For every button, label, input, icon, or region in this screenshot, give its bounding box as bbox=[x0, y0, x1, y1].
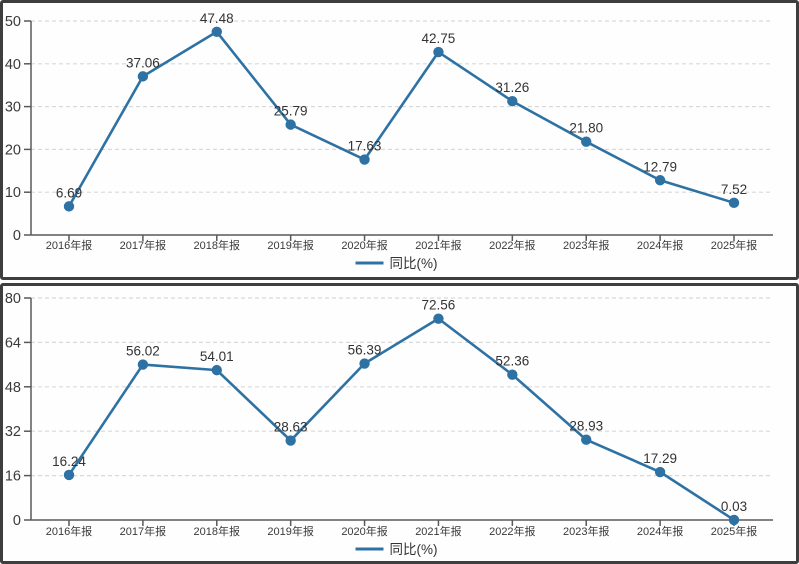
x-tick-label: 2022年报 bbox=[489, 524, 535, 538]
data-point-label: 42.75 bbox=[422, 31, 456, 46]
data-point-marker bbox=[137, 71, 149, 82]
data-point-marker bbox=[433, 313, 444, 324]
x-tick-label: 2016年报 bbox=[46, 238, 92, 252]
yoy-line-chart-top: 0 10 20 30 40 50 2016年报 2017年报 2018年报 2019年报 2020年… bbox=[5, 11, 773, 271]
data-point-marker bbox=[137, 359, 149, 370]
data-point-label: 7.52 bbox=[721, 182, 747, 197]
data-point-marker bbox=[211, 26, 222, 37]
data-point-label: 17.63 bbox=[348, 139, 382, 154]
data-point-label: 56.02 bbox=[126, 344, 160, 359]
x-tick-label: 2023年报 bbox=[563, 524, 609, 538]
data-point-label: 28.93 bbox=[569, 419, 603, 434]
data-point-label: 0.03 bbox=[721, 499, 747, 514]
x-tick-label: 2025年报 bbox=[711, 238, 757, 252]
y-tick-label: 80 bbox=[5, 291, 21, 307]
series-line bbox=[67, 317, 736, 522]
data-point-label: 17.29 bbox=[643, 451, 677, 466]
y-tick-label: 64 bbox=[5, 335, 21, 351]
data-point-marker bbox=[728, 514, 740, 526]
data-point-marker bbox=[581, 136, 592, 147]
data-point-marker bbox=[359, 358, 370, 369]
x-tick-label: 2021年报 bbox=[415, 524, 461, 538]
data-point-marker bbox=[654, 466, 666, 478]
x-tick-label: 2017年报 bbox=[120, 524, 166, 538]
data-point-marker bbox=[211, 364, 222, 376]
y-tick-label: 40 bbox=[5, 57, 21, 73]
x-tick-label: 2023年报 bbox=[563, 238, 609, 252]
data-point-label: 56.39 bbox=[348, 343, 382, 358]
x-tick-label: 2025年报 bbox=[711, 524, 757, 538]
legend[interactable]: 同比(%) bbox=[355, 256, 438, 271]
x-tick-label: 2020年报 bbox=[341, 524, 387, 538]
data-point-marker bbox=[63, 469, 75, 481]
data-point-label: 72.56 bbox=[422, 298, 456, 313]
x-tick-label: 2017年报 bbox=[120, 238, 166, 252]
y-tick-label: 16 bbox=[5, 469, 21, 485]
data-point-label: 52.36 bbox=[495, 354, 529, 369]
yoy-chart-panel-bottom: 0 16 32 48 64 80 2016年报 2017年报 2018年报 2019年报 2020年… bbox=[0, 283, 799, 564]
data-point-marker bbox=[507, 369, 518, 380]
legend-label: 同比(%) bbox=[390, 542, 438, 557]
yoy-chart-panel-top: 0 10 20 30 40 50 2016年报 2017年报 2018年报 2019年报 2020年… bbox=[0, 0, 799, 280]
data-point-marker bbox=[654, 175, 666, 186]
x-tick-label: 2022年报 bbox=[489, 238, 535, 252]
x-tick-label: 2021年报 bbox=[415, 238, 461, 252]
data-point-marker bbox=[285, 435, 296, 446]
series-line bbox=[67, 30, 736, 208]
legend-label: 同比(%) bbox=[390, 256, 438, 271]
y-tick-label: 20 bbox=[5, 142, 21, 158]
y-tick-label: 10 bbox=[5, 185, 21, 201]
y-tick-label: 0 bbox=[13, 228, 21, 244]
data-point-label: 47.48 bbox=[200, 11, 234, 26]
data-point-label: 37.06 bbox=[126, 55, 160, 70]
data-point-marker bbox=[433, 46, 444, 58]
data-point-label: 21.80 bbox=[569, 121, 603, 136]
data-point-label: 25.79 bbox=[274, 104, 308, 119]
data-point-marker bbox=[728, 197, 740, 209]
x-tick-label: 2019年报 bbox=[267, 238, 313, 252]
data-point-label: 6.69 bbox=[56, 185, 82, 200]
data-point-marker bbox=[63, 201, 75, 212]
x-tick-label: 2024年报 bbox=[637, 238, 683, 252]
y-tick-label: 50 bbox=[5, 14, 21, 30]
x-tick-label: 2020年报 bbox=[341, 238, 387, 252]
data-point-marker bbox=[285, 119, 296, 130]
data-point-label: 12.79 bbox=[643, 159, 677, 174]
x-tick-label: 2019年报 bbox=[267, 524, 313, 538]
x-tick-label: 2016年报 bbox=[46, 524, 92, 538]
yoy-line-chart-bottom: 0 16 32 48 64 80 2016年报 2017年报 2018年报 2019年报 2020年… bbox=[5, 291, 773, 557]
legend[interactable]: 同比(%) bbox=[355, 542, 438, 557]
y-tick-label: 48 bbox=[5, 380, 21, 396]
data-point-marker bbox=[507, 96, 518, 107]
data-point-marker bbox=[359, 154, 370, 165]
data-point-label: 28.63 bbox=[274, 420, 308, 435]
data-point-label: 16.24 bbox=[52, 454, 86, 469]
y-tick-label: 32 bbox=[5, 424, 21, 440]
data-point-marker bbox=[581, 434, 592, 445]
data-point-label: 31.26 bbox=[495, 80, 529, 95]
y-tick-label: 30 bbox=[5, 100, 21, 116]
data-point-label: 54.01 bbox=[200, 349, 234, 364]
y-tick-label: 0 bbox=[13, 513, 21, 529]
x-tick-label: 2018年报 bbox=[194, 238, 240, 252]
x-tick-label: 2018年报 bbox=[194, 524, 240, 538]
x-tick-label: 2024年报 bbox=[637, 524, 683, 538]
